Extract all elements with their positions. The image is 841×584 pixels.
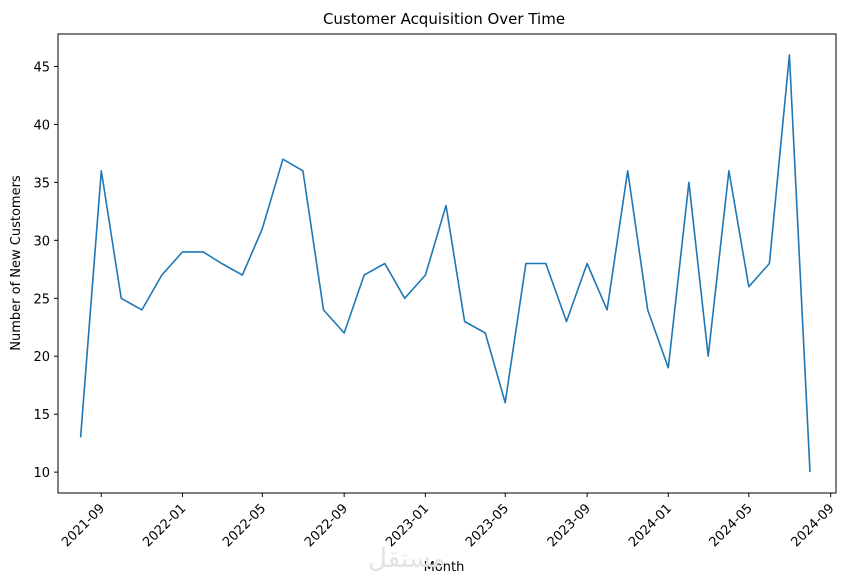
x-axis: 2021-09 2022-01 2022-05 2022-09 2023-01 2023-…	[59, 493, 838, 550]
x-tick-label: 2023-05	[463, 501, 512, 550]
y-tick-label: 45	[33, 60, 50, 75]
x-tick-label: 2021-09	[59, 501, 108, 550]
x-tick-label: 2024-09	[788, 501, 837, 550]
series-layer	[79, 54, 811, 473]
x-tick-label: 2023-09	[545, 501, 594, 550]
plot-area	[57, 33, 837, 494]
x-tick-label: 2022-05	[220, 501, 269, 550]
x-axis-label: Month	[424, 560, 465, 575]
watermark-logo: مستقل	[368, 544, 446, 574]
y-tick-label: 35	[33, 176, 50, 191]
x-tick-label: 2022-09	[302, 501, 351, 550]
y-tick-label: 10	[33, 466, 50, 481]
x-tick-label: 2024-05	[707, 501, 756, 550]
series-line	[79, 54, 811, 473]
y-tick-label: 25	[33, 292, 50, 307]
x-tick-label: 2023-01	[383, 501, 432, 550]
y-tick-label: 40	[33, 118, 50, 133]
y-tick-label: 20	[33, 350, 50, 365]
y-axis-label: Number of New Customers	[9, 175, 24, 351]
y-tick-label: 15	[33, 408, 50, 423]
chart-title: Customer Acquisition Over Time	[323, 10, 565, 28]
x-tick-label: 2022-01	[140, 501, 189, 550]
x-tick-label: 2024-01	[626, 501, 675, 550]
y-tick-label: 30	[33, 234, 50, 249]
y-axis: 10 15 20 25 30 35 40 45	[33, 60, 58, 481]
